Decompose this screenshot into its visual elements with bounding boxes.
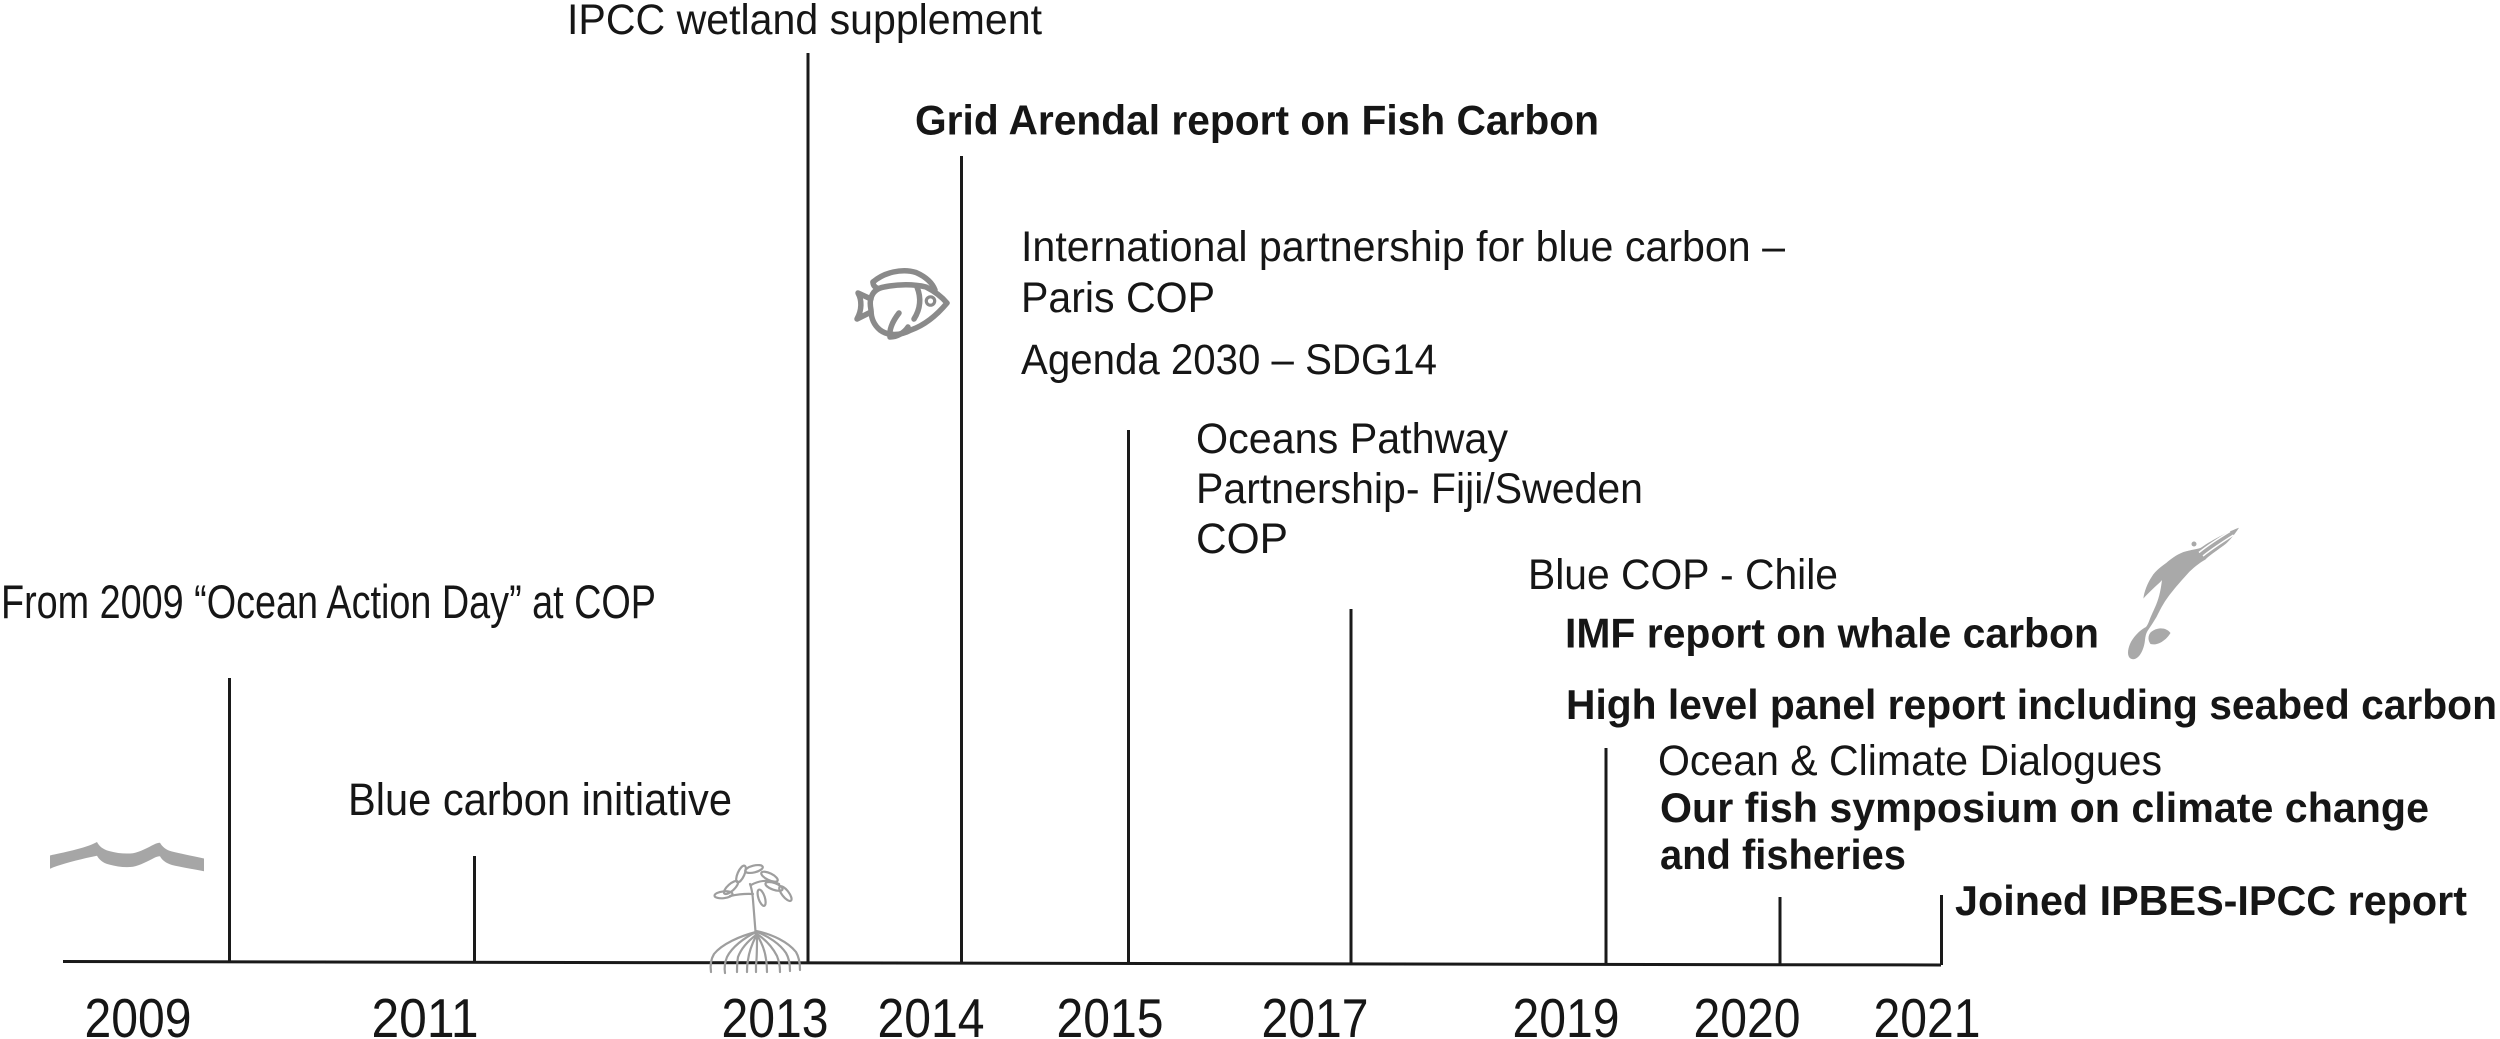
svg-text:International partnership for: International partnership for blue carbo… (1021, 224, 1785, 271)
svg-text:Our fish symposium on climate: Our fish symposium on climate change (1660, 784, 2429, 831)
svg-text:2014: 2014 (878, 987, 985, 1039)
svg-text:2021: 2021 (1874, 987, 1981, 1039)
svg-text:High level panel report includ: High level panel report including seabed… (1566, 681, 2497, 728)
svg-text:From 2009 “Ocean Action Day” a: From 2009 “Ocean Action Day” at COP (1, 575, 656, 628)
svg-text:and fisheries: and fisheries (1660, 831, 1906, 878)
svg-text:Blue carbon initiative: Blue carbon initiative (348, 774, 732, 825)
svg-text:Paris COP: Paris COP (1021, 275, 1215, 322)
svg-text:Joined IPBES-IPCC report: Joined IPBES-IPCC report (1955, 877, 2467, 924)
svg-text:IPCC wetland supplement: IPCC wetland supplement (567, 0, 1042, 44)
svg-text:2017: 2017 (1262, 987, 1369, 1039)
svg-text:2009: 2009 (85, 987, 192, 1039)
svg-text:Partnership- Fiji/Sweden: Partnership- Fiji/Sweden (1196, 466, 1643, 513)
svg-text:IMF report on whale carbon: IMF report on whale carbon (1565, 610, 2099, 657)
svg-text:2013: 2013 (722, 987, 829, 1039)
svg-text:Agenda 2030 – SDG14: Agenda 2030 – SDG14 (1021, 337, 1437, 384)
svg-text:Ocean & Climate Dialogues: Ocean & Climate Dialogues (1658, 738, 2162, 785)
svg-text:2011: 2011 (372, 987, 479, 1039)
svg-text:2020: 2020 (1694, 987, 1801, 1039)
svg-text:Oceans Pathway: Oceans Pathway (1196, 416, 1509, 463)
svg-text:COP: COP (1196, 516, 1288, 563)
svg-text:2015: 2015 (1057, 987, 1164, 1039)
svg-text:Grid Arendal report on Fish Ca: Grid Arendal report on Fish Carbon (915, 97, 1599, 144)
svg-text:2019: 2019 (1513, 987, 1620, 1039)
svg-text:Blue COP - Chile: Blue COP - Chile (1528, 552, 1838, 599)
